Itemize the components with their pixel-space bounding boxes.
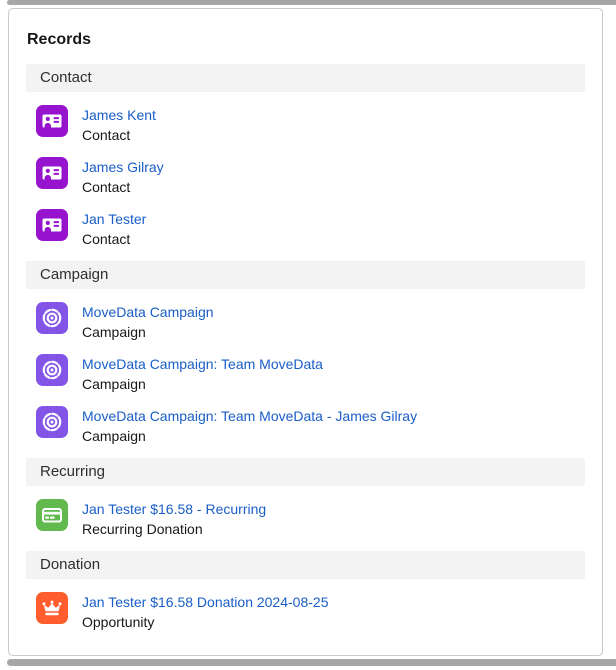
record-type-label: Contact (82, 127, 131, 143)
record-type-label: Contact (82, 179, 131, 195)
records-section-campaign: Campaign MoveData Campaign Campaign Move… (26, 261, 585, 446)
record-type-label: Opportunity (82, 614, 155, 630)
record-link[interactable]: Jan Tester $16.58 Donation 2024-08-25 (82, 594, 329, 610)
record-row[interactable]: MoveData Campaign: Team MoveData - James… (26, 406, 585, 446)
record-row[interactable]: MoveData Campaign Campaign (26, 302, 585, 342)
record-link[interactable]: Jan Tester $16.58 - Recurring (82, 501, 267, 517)
panel-title: Records (27, 31, 92, 48)
record-link[interactable]: MoveData Campaign: Team MoveData (82, 356, 323, 372)
campaign-bullseye-icon (36, 302, 68, 334)
campaign-bullseye-icon (36, 406, 68, 438)
record-link[interactable]: MoveData Campaign: Team MoveData - James… (82, 408, 418, 424)
contact-card-icon (36, 157, 68, 189)
records-panel: Records Contact James Kent Contact James… (8, 8, 603, 656)
section-rows: MoveData Campaign Campaign MoveData Camp… (26, 302, 585, 446)
record-type-label: Campaign (82, 324, 146, 340)
record-link[interactable]: James Gilray (82, 159, 164, 175)
record-row[interactable]: Jan Tester $16.58 Donation 2024-08-25 Op… (26, 592, 585, 632)
section-rows: Jan Tester $16.58 - Recurring Recurring … (26, 499, 585, 539)
record-row[interactable]: Jan Tester $16.58 - Recurring Recurring … (26, 499, 585, 539)
record-row[interactable]: James Kent Contact (26, 105, 585, 145)
campaign-bullseye-icon (36, 354, 68, 386)
record-type-label: Recurring Donation (82, 521, 203, 537)
section-header: Campaign (26, 261, 585, 289)
section-header: Donation (26, 551, 585, 579)
crown-icon (36, 592, 68, 624)
records-section-contact: Contact James Kent Contact James Gilray … (26, 64, 585, 249)
section-rows: James Kent Contact James Gilray Contact … (26, 105, 585, 249)
records-section-donation: Donation Jan Tester $16.58 Donation 2024… (26, 551, 585, 632)
section-header: Contact (26, 64, 585, 92)
contact-card-icon (36, 105, 68, 137)
record-row[interactable]: Jan Tester Contact (26, 209, 585, 249)
contact-card-icon (36, 209, 68, 241)
record-link[interactable]: Jan Tester (82, 211, 147, 227)
record-row[interactable]: MoveData Campaign: Team MoveData Campaig… (26, 354, 585, 394)
record-row[interactable]: James Gilray Contact (26, 157, 585, 197)
record-type-label: Contact (82, 231, 131, 247)
section-header: Recurring (26, 458, 585, 486)
record-type-label: Campaign (82, 376, 146, 392)
records-sections: Contact James Kent Contact James Gilray … (26, 64, 585, 632)
horizontal-scrollbar-thumb[interactable] (7, 659, 616, 666)
record-link[interactable]: James Kent (82, 107, 156, 123)
record-link[interactable]: MoveData Campaign (82, 304, 214, 320)
section-rows: Jan Tester $16.58 Donation 2024-08-25 Op… (26, 592, 585, 632)
top-border-bar (7, 0, 616, 5)
records-section-recurring: Recurring Jan Tester $16.58 - Recurring … (26, 458, 585, 539)
credit-card-icon (36, 499, 68, 531)
record-type-label: Campaign (82, 428, 146, 444)
